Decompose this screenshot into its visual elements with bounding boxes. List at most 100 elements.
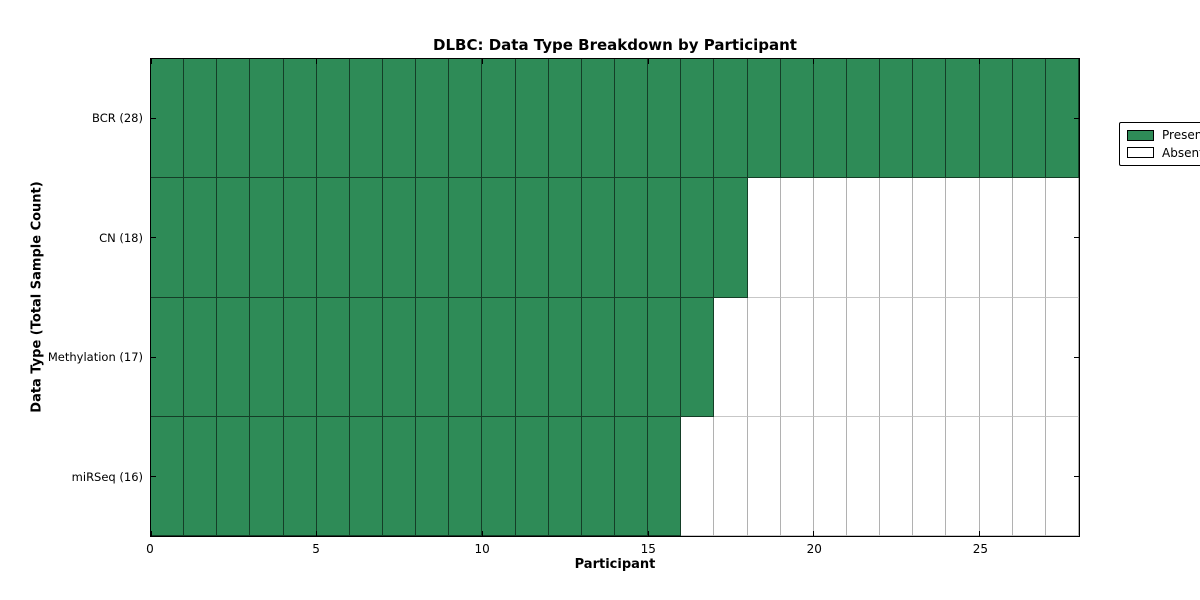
matrix-cell	[184, 178, 218, 298]
matrix-cell	[648, 178, 682, 298]
matrix-cell	[581, 178, 615, 298]
matrix-cell	[979, 416, 1013, 536]
matrix-cell	[349, 297, 383, 417]
matrix-cell	[449, 297, 483, 417]
matrix-cell	[780, 178, 814, 298]
matrix-cell	[581, 416, 615, 536]
matrix-cell	[382, 59, 417, 179]
matrix-cell	[614, 416, 649, 536]
matrix-cell	[913, 178, 947, 298]
matrix-cell	[979, 59, 1013, 179]
matrix-cell	[515, 297, 549, 417]
x-tick-label: 15	[640, 542, 656, 556]
matrix-cell	[250, 178, 284, 298]
matrix-cell	[846, 178, 881, 298]
chart-title: DLBC: Data Type Breakdown by Participant	[433, 36, 797, 54]
matrix-cell	[449, 59, 483, 179]
matrix-cell	[581, 59, 615, 179]
matrix-cell	[217, 416, 251, 536]
matrix-cell	[151, 416, 185, 536]
matrix-cell	[648, 59, 682, 179]
matrix-cell	[648, 416, 682, 536]
matrix-cell	[382, 178, 417, 298]
matrix-grid	[151, 59, 1079, 536]
matrix-cell	[482, 416, 516, 536]
matrix-cell	[217, 178, 251, 298]
matrix-cell	[880, 59, 914, 179]
matrix-cell	[913, 297, 947, 417]
matrix-cell	[846, 59, 881, 179]
legend-swatch-absent	[1127, 147, 1154, 159]
matrix-cell	[548, 178, 582, 298]
matrix-cell	[614, 297, 649, 417]
matrix-cell	[714, 416, 748, 536]
legend: Present Absent	[1119, 122, 1200, 166]
matrix-cell	[813, 59, 847, 179]
x-tick-label: 0	[146, 542, 154, 556]
matrix-cell	[614, 178, 649, 298]
plot-area: Present Absent	[150, 58, 1200, 537]
matrix-cell	[1045, 297, 1079, 417]
matrix-cell	[1045, 59, 1079, 179]
legend-entry-absent: Absent	[1127, 146, 1200, 160]
matrix-cell	[946, 178, 980, 298]
matrix-cell	[316, 297, 350, 417]
x-tick-label: 5	[312, 542, 320, 556]
matrix-cell	[382, 416, 417, 536]
matrix-cell	[681, 178, 715, 298]
matrix-cell	[979, 297, 1013, 417]
x-tick-label: 25	[972, 542, 988, 556]
y-tick-label: Methylation (17)	[47, 350, 143, 365]
matrix-cell	[1045, 416, 1079, 536]
matrix-cell	[151, 178, 185, 298]
matrix-cell	[880, 297, 914, 417]
matrix-cell	[913, 59, 947, 179]
legend-entry-present: Present	[1127, 128, 1200, 142]
matrix-cell	[813, 297, 847, 417]
legend-label-present: Present	[1162, 128, 1200, 143]
matrix-cell	[416, 178, 450, 298]
matrix-cell	[184, 416, 218, 536]
matrix-cell	[382, 297, 417, 417]
matrix-cell	[184, 59, 218, 179]
matrix-cell	[217, 297, 251, 417]
matrix-cell	[416, 297, 450, 417]
matrix-cell	[316, 59, 350, 179]
matrix-cell	[548, 59, 582, 179]
matrix-cell	[250, 416, 284, 536]
matrix-cell	[747, 416, 781, 536]
matrix-cell	[780, 416, 814, 536]
x-tick-label: 20	[806, 542, 822, 556]
matrix-cell	[747, 297, 781, 417]
matrix-cell	[1012, 416, 1046, 536]
matrix-cell	[1045, 178, 1079, 298]
matrix-cell	[581, 297, 615, 417]
matrix-cell	[648, 297, 682, 417]
matrix-cell	[349, 178, 383, 298]
matrix-cell	[416, 59, 450, 179]
matrix-cell	[515, 59, 549, 179]
matrix-cell	[250, 59, 284, 179]
x-tick-label: 10	[474, 542, 490, 556]
legend-label-absent: Absent	[1162, 145, 1200, 160]
matrix-cell	[250, 297, 284, 417]
matrix-cell	[714, 297, 748, 417]
matrix-cell	[184, 297, 218, 417]
matrix-cell	[349, 59, 383, 179]
matrix-cell	[1012, 59, 1046, 179]
matrix-cell	[482, 59, 516, 179]
matrix-cell	[846, 297, 881, 417]
matrix-cell	[979, 178, 1013, 298]
matrix-cell	[283, 297, 317, 417]
matrix-cell	[880, 416, 914, 536]
matrix-cell	[681, 59, 715, 179]
x-axis-label: Participant	[574, 557, 656, 572]
matrix-cell	[913, 416, 947, 536]
matrix-cell	[813, 178, 847, 298]
matrix-cell	[614, 59, 649, 179]
matrix-cell	[946, 59, 980, 179]
matrix-cell	[151, 297, 185, 417]
matrix-cell	[548, 297, 582, 417]
matrix-cell	[714, 59, 748, 179]
